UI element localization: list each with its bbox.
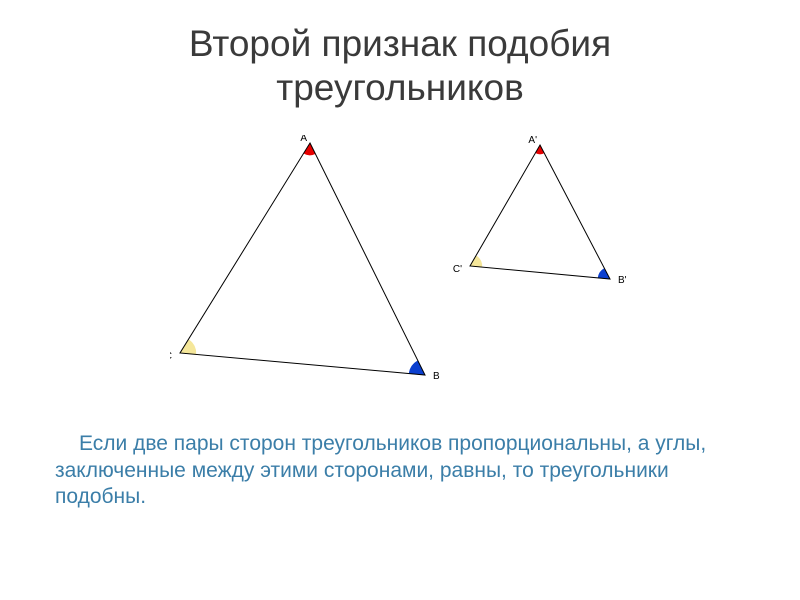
diagram-svg: A B C A' B' C' (170, 135, 650, 395)
triangle-large (180, 143, 425, 375)
angle-small-B (598, 268, 610, 279)
triangle-small (470, 145, 610, 279)
angle-large-B (409, 361, 425, 375)
vertex-label-small-C: C' (453, 264, 462, 275)
angle-large-C (180, 339, 196, 354)
vertex-label-large-B: B (433, 371, 440, 382)
title-line-2: треугольников (276, 67, 523, 108)
vertex-label-small-B: B' (618, 275, 627, 286)
page-title: Второй признак подобия треугольников (0, 22, 800, 111)
vertex-label-large-C: C (170, 351, 172, 362)
vertex-label-small-A: A' (528, 135, 537, 146)
theorem-text: Если две пары сторон треугольников пропо… (55, 431, 745, 510)
angle-large-A (304, 143, 316, 155)
vertex-label-large-A: A (300, 135, 307, 144)
similarity-diagram: A B C A' B' C' (170, 135, 650, 395)
title-line-1: Второй признак подобия (189, 23, 611, 64)
angle-small-C (470, 256, 482, 267)
